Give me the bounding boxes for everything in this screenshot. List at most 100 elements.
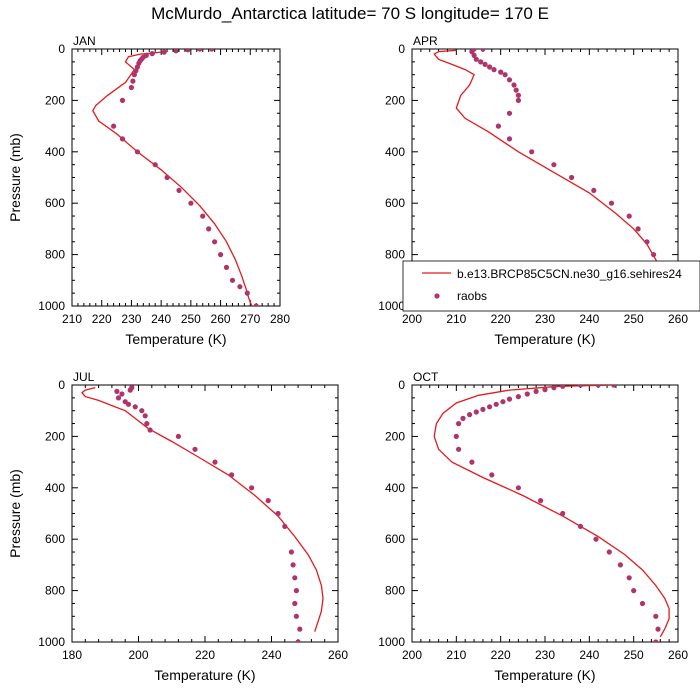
legend-entry-model: b.e13.BRCP85C5CN.ne30_g16.sehires24 bbox=[457, 267, 682, 281]
raobs-point bbox=[593, 536, 599, 542]
raobs-point bbox=[653, 639, 659, 642]
raobs-point bbox=[136, 60, 142, 66]
raobs-point bbox=[209, 49, 215, 52]
y-tick-label: 600 bbox=[385, 532, 405, 546]
raobs-point bbox=[529, 149, 535, 155]
raobs-point bbox=[473, 409, 479, 415]
raobs-point bbox=[453, 433, 459, 439]
raobs-point bbox=[551, 162, 557, 168]
raobs-point bbox=[551, 385, 557, 391]
x-tick-label: 280 bbox=[270, 312, 290, 326]
raobs-point bbox=[611, 385, 617, 388]
raobs-point bbox=[651, 252, 657, 258]
raobs-point bbox=[130, 78, 136, 84]
raobs-point bbox=[533, 388, 539, 394]
raobs-point bbox=[469, 459, 475, 465]
x-tick-label: 200 bbox=[128, 648, 148, 662]
raobs-point bbox=[131, 72, 137, 78]
raobs-point bbox=[608, 200, 615, 206]
raobs-point bbox=[128, 84, 134, 91]
raobs-point bbox=[119, 136, 126, 142]
raobs-point bbox=[506, 396, 513, 402]
y-axis-label: Pressure (mb) bbox=[7, 133, 23, 222]
model-profile-line bbox=[81, 386, 324, 632]
model-profile-line bbox=[433, 385, 670, 638]
raobs-point bbox=[292, 600, 298, 607]
raobs-point bbox=[467, 412, 473, 418]
raobs-point bbox=[212, 459, 218, 465]
panel-label: JUL bbox=[73, 370, 95, 384]
raobs-point bbox=[134, 149, 140, 155]
raobs-point bbox=[119, 391, 125, 397]
raobs-point bbox=[493, 401, 499, 407]
x-tick-label: 200 bbox=[402, 312, 422, 326]
raobs-point bbox=[275, 510, 281, 517]
raobs-point bbox=[188, 200, 194, 206]
raobs-point bbox=[473, 56, 479, 62]
raobs-point bbox=[513, 87, 519, 93]
y-tick-label: 0 bbox=[398, 378, 405, 392]
raobs-point bbox=[560, 510, 566, 517]
y-tick-label: 0 bbox=[398, 42, 405, 56]
raobs-point bbox=[644, 239, 650, 245]
raobs-point bbox=[293, 613, 299, 619]
raobs-point bbox=[142, 413, 148, 419]
x-axis-label: Temperature (K) bbox=[154, 667, 255, 683]
raobs-point bbox=[288, 549, 294, 555]
x-tick-label: 230 bbox=[121, 312, 141, 326]
raobs-point bbox=[192, 446, 198, 452]
raobs-point bbox=[282, 523, 288, 530]
x-tick-label: 210 bbox=[446, 648, 466, 662]
raobs-point bbox=[491, 67, 497, 73]
y-tick-label: 800 bbox=[385, 584, 405, 598]
raobs-point bbox=[149, 51, 155, 57]
plot-area bbox=[92, 49, 259, 306]
raobs-point bbox=[206, 226, 212, 232]
legend-marker-swatch bbox=[434, 293, 440, 299]
x-tick-label: 240 bbox=[151, 312, 171, 326]
x-tick-label: 210 bbox=[446, 312, 466, 326]
raobs-point bbox=[606, 549, 612, 555]
raobs-point bbox=[197, 49, 203, 52]
raobs-point bbox=[139, 408, 145, 414]
raobs-point bbox=[500, 399, 506, 405]
raobs-point bbox=[456, 446, 462, 452]
plot-frame bbox=[71, 48, 281, 307]
raobs-point bbox=[223, 264, 230, 270]
y-tick-label: 400 bbox=[45, 145, 65, 159]
raobs-point bbox=[626, 213, 632, 219]
y-tick-label: 1000 bbox=[378, 635, 405, 649]
raobs-point bbox=[515, 92, 522, 98]
x-tick-label: 240 bbox=[579, 312, 599, 326]
raobs-point bbox=[456, 421, 462, 427]
raobs-point bbox=[265, 498, 271, 504]
x-tick-label: 220 bbox=[491, 648, 511, 662]
raobs-point bbox=[560, 385, 566, 389]
y-tick-label: 800 bbox=[45, 584, 65, 598]
x-axis-label: Temperature (K) bbox=[494, 667, 595, 683]
x-tick-label: 210 bbox=[62, 312, 82, 326]
raobs-point bbox=[152, 162, 158, 168]
panel-label: APR bbox=[413, 34, 438, 48]
x-tick-label: 220 bbox=[195, 648, 215, 662]
raobs-point bbox=[506, 110, 513, 116]
raobs-point bbox=[144, 421, 150, 427]
y-tick-label: 0 bbox=[58, 378, 65, 392]
raobs-point bbox=[487, 64, 493, 70]
x-tick-label: 230 bbox=[535, 312, 555, 326]
plot-frame bbox=[411, 384, 679, 643]
model-profile-line bbox=[92, 50, 253, 306]
y-tick-label: 600 bbox=[45, 196, 65, 210]
raobs-point bbox=[511, 82, 517, 88]
raobs-point bbox=[161, 49, 167, 55]
y-tick-label: 400 bbox=[385, 145, 405, 159]
raobs-point bbox=[176, 187, 182, 193]
raobs-point bbox=[132, 404, 138, 410]
raobs-point bbox=[229, 472, 235, 478]
x-axis-label: Temperature (K) bbox=[125, 331, 226, 347]
raobs-point bbox=[542, 387, 548, 393]
x-tick-label: 180 bbox=[62, 648, 82, 662]
raobs-point bbox=[653, 613, 659, 619]
y-tick-label: 800 bbox=[385, 248, 405, 262]
